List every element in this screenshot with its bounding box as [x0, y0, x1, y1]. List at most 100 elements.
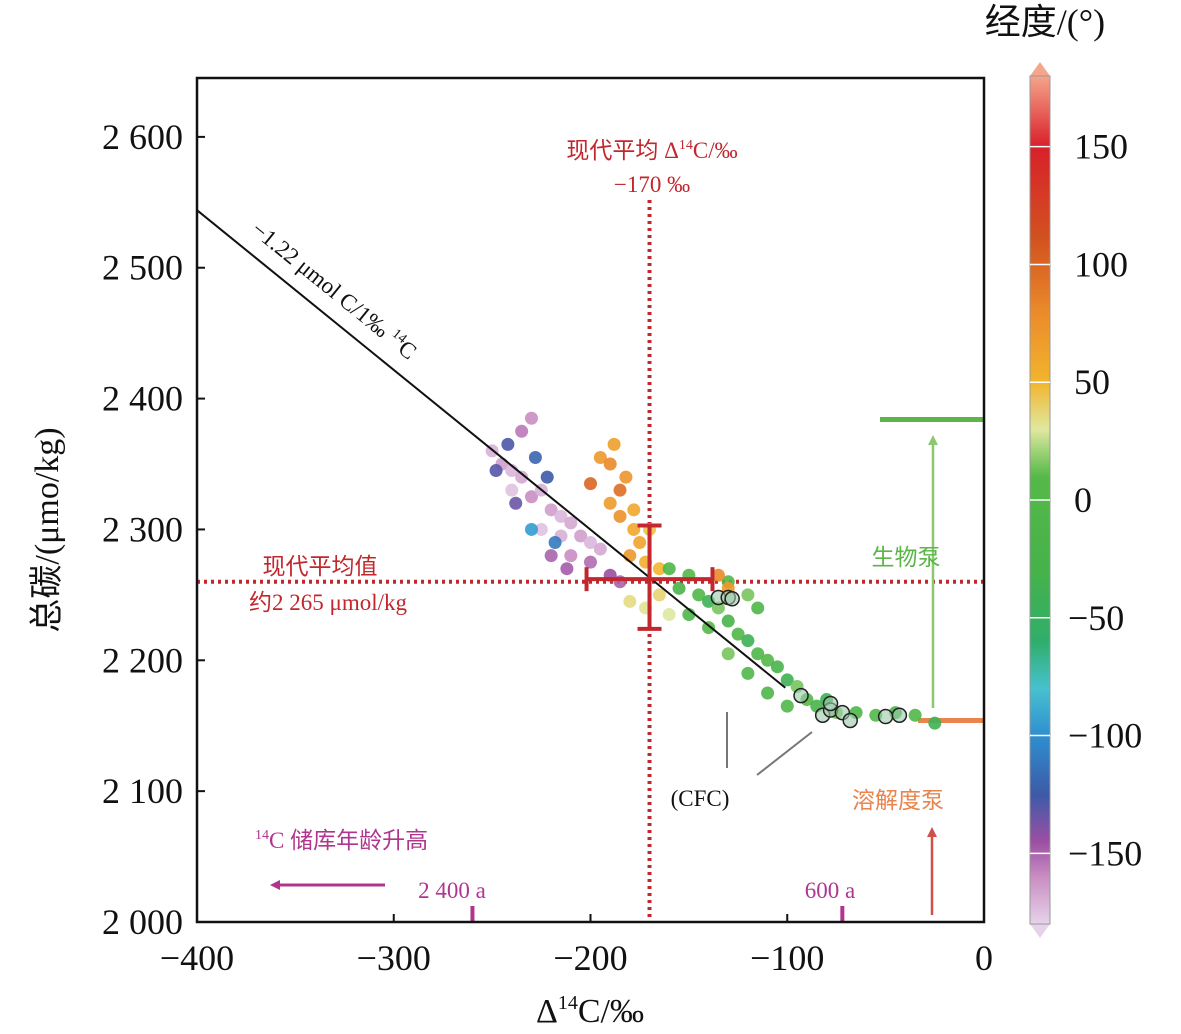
colorbar-tick-label: −50 [1068, 598, 1124, 638]
point [731, 627, 745, 641]
point [741, 666, 755, 680]
point [761, 653, 775, 667]
colorbar-tick-label: 100 [1074, 244, 1128, 284]
point [501, 437, 515, 451]
cfc-point [724, 591, 740, 607]
point [509, 496, 523, 510]
fit-line [196, 209, 786, 689]
point [603, 457, 617, 471]
point [741, 634, 755, 648]
y-tick-label: 2 100 [102, 771, 183, 811]
x-tick-label: −200 [553, 938, 627, 978]
point [928, 716, 942, 730]
point [584, 536, 597, 550]
point [780, 699, 794, 713]
point [672, 581, 686, 595]
point [524, 490, 538, 504]
point [489, 464, 503, 478]
point [505, 483, 519, 497]
annotation: 14C 储库年龄升高 [255, 828, 428, 853]
point [711, 601, 725, 615]
point [593, 450, 607, 464]
point [548, 536, 562, 550]
point [623, 594, 637, 608]
point [584, 555, 597, 569]
annotation: 生物泵 [872, 545, 941, 570]
point [652, 562, 666, 576]
x-tick-label: −400 [160, 938, 234, 978]
cfc-point [793, 687, 809, 704]
plot-frame [195, 76, 986, 924]
point [554, 509, 568, 523]
y-tick-label: 2 200 [102, 640, 183, 680]
cfc-point [842, 712, 858, 729]
point [540, 470, 554, 484]
point [662, 607, 676, 621]
point [702, 621, 716, 635]
point [534, 522, 548, 536]
y-axis-label: 总碳/(μmo/kg) [28, 427, 66, 632]
point [524, 411, 538, 425]
y-tick-label: 2 400 [102, 379, 183, 419]
point [692, 588, 706, 602]
point [613, 483, 627, 497]
colorbar-end [1030, 924, 1050, 938]
point [544, 503, 558, 517]
annotation: 现代平均 Δ14C/‰ [566, 138, 737, 163]
colorbar-tick-label: 0 [1074, 480, 1092, 520]
point [741, 588, 755, 602]
annotation: (CFC) [671, 786, 730, 811]
cfc-leader [756, 731, 813, 776]
point [613, 509, 627, 523]
point [524, 522, 538, 536]
point [751, 601, 765, 615]
annotation: −170 ‰ [614, 172, 690, 197]
colorbar-label: 经度/(°) [985, 2, 1105, 42]
point [560, 562, 574, 576]
point [908, 708, 922, 722]
annotation: 600 a [805, 878, 855, 903]
point [544, 549, 558, 563]
x-tick-label: 0 [975, 938, 993, 978]
colorbar-end [1030, 62, 1050, 76]
point [751, 647, 765, 661]
point [584, 477, 597, 491]
slope-label: −1.22 μmol C/1‰ 14C [247, 216, 421, 364]
point [515, 424, 529, 438]
colorbar-tick-label: −100 [1068, 716, 1142, 756]
colorbar-tick-label: 150 [1074, 127, 1128, 167]
point [607, 437, 621, 451]
point [652, 588, 666, 602]
annotation: 现代平均值 [263, 554, 378, 579]
annotation: 约2 265 μmol/kg [249, 590, 408, 615]
colorbar-tick-label: −150 [1068, 833, 1142, 873]
y-tick-label: 2 300 [102, 509, 183, 549]
point [721, 647, 735, 661]
point [627, 503, 641, 517]
annotation: 溶解度泵 [852, 788, 944, 813]
point [770, 660, 784, 674]
x-axis-label: Δ14C/‰ [536, 992, 644, 1030]
point [515, 470, 529, 484]
annotation: 2 400 a [418, 878, 486, 903]
point [619, 470, 633, 484]
point [528, 450, 542, 464]
point [721, 614, 735, 628]
point [711, 568, 725, 582]
point [633, 536, 647, 550]
cfc-point [822, 695, 839, 712]
point [627, 522, 641, 536]
y-tick-label: 2 000 [102, 902, 183, 942]
point [780, 673, 794, 687]
y-tick-label: 2 600 [102, 117, 183, 157]
point [662, 562, 676, 576]
point [593, 542, 607, 556]
point [603, 496, 617, 510]
colorbar-tick-label: 50 [1074, 362, 1110, 402]
point [564, 549, 578, 563]
point [761, 686, 775, 700]
x-tick-label: −300 [357, 938, 431, 978]
point [574, 529, 588, 543]
cfc-point [877, 708, 894, 725]
